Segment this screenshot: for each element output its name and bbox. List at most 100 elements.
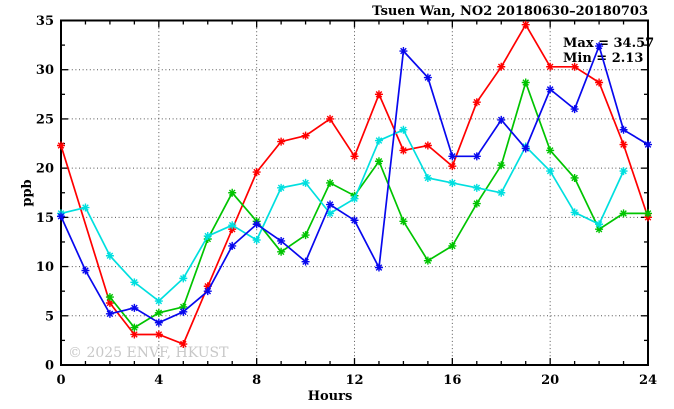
- series-cyan-marker: [472, 183, 481, 192]
- y-tick-label: 5: [45, 309, 54, 324]
- series-cyan-marker: [277, 183, 286, 192]
- series-green-marker: [497, 161, 506, 170]
- series-green-marker: [423, 256, 432, 265]
- series-cyan-marker: [252, 235, 261, 244]
- y-tick-label: 0: [45, 359, 54, 374]
- y-tick-label: 30: [36, 63, 54, 78]
- series-cyan-marker: [374, 136, 383, 145]
- series-red: [57, 20, 652, 349]
- series-cyan-marker: [301, 178, 310, 187]
- series-green-marker: [521, 78, 530, 87]
- series-cyan-marker: [105, 251, 114, 260]
- series-cyan-marker: [130, 278, 139, 287]
- series-green-marker: [619, 209, 628, 218]
- series-blue-marker: [521, 144, 530, 153]
- x-tick-label: 8: [252, 373, 261, 388]
- series-red-marker: [619, 140, 628, 149]
- series-green-marker: [301, 231, 310, 240]
- series-blue-marker: [399, 47, 408, 56]
- series-blue-marker: [277, 236, 286, 245]
- series-green-marker: [277, 247, 286, 256]
- x-tick-label: 16: [443, 373, 461, 388]
- series-red-line: [60, 23, 649, 346]
- series-red-marker: [595, 78, 604, 87]
- series-green-marker: [130, 323, 139, 332]
- series-red-marker: [374, 90, 383, 99]
- series-cyan-marker: [228, 221, 237, 230]
- series-cyan-marker: [423, 173, 432, 182]
- series-blue-marker: [644, 140, 652, 149]
- series-red-marker: [546, 62, 555, 71]
- x-tick-label: 0: [56, 373, 65, 388]
- series-red-marker: [399, 146, 408, 155]
- series-cyan-marker: [497, 188, 506, 197]
- series-blue-marker: [423, 73, 432, 82]
- series-red-marker: [130, 330, 139, 339]
- series-red-marker: [497, 62, 506, 71]
- series-red-marker: [277, 137, 286, 146]
- series-green-marker: [105, 293, 114, 302]
- y-tick-label: 35: [36, 14, 54, 29]
- chart-title: Tsuen Wan, NO2 20180630–20180703: [372, 4, 648, 19]
- series-green-marker: [228, 188, 237, 197]
- max-annotation: Max = 34.57: [563, 36, 654, 51]
- series-cyan: [57, 125, 628, 306]
- y-tick-label: 25: [36, 112, 54, 127]
- series-blue-marker: [105, 309, 114, 318]
- series-red-marker: [252, 168, 261, 177]
- series-green-marker: [154, 308, 163, 317]
- series-blue-marker: [619, 125, 628, 134]
- series-green-marker: [595, 225, 604, 234]
- series-blue-marker: [326, 200, 335, 209]
- x-tick-label: 20: [541, 373, 559, 388]
- series-red-marker: [179, 340, 188, 349]
- series-blue-marker: [154, 318, 163, 327]
- series-green-marker: [546, 146, 555, 155]
- x-tick-label: 12: [345, 373, 363, 388]
- series-green-marker: [472, 199, 481, 208]
- series-blue-marker: [497, 115, 506, 124]
- series-red-marker: [203, 282, 212, 291]
- series-red-marker: [301, 131, 310, 140]
- series-red-marker: [423, 141, 432, 150]
- y-tick-label: 15: [36, 211, 54, 226]
- series-cyan-marker: [179, 274, 188, 283]
- series-blue-marker: [472, 152, 481, 161]
- series-cyan-marker: [326, 209, 335, 218]
- series-blue: [57, 42, 652, 327]
- series-cyan-marker: [399, 125, 408, 134]
- series-blue-marker: [252, 220, 261, 229]
- series-green-marker: [570, 173, 579, 182]
- series-blue-marker: [179, 307, 188, 316]
- series-blue-marker: [57, 212, 65, 221]
- y-tick-label: 20: [36, 162, 54, 177]
- series-cyan-marker: [570, 208, 579, 217]
- series-blue-marker: [203, 287, 212, 296]
- series-red-marker: [521, 20, 530, 29]
- y-axis-label: ppb: [20, 179, 35, 206]
- series-blue-marker: [130, 303, 139, 312]
- series-cyan-line: [60, 128, 625, 303]
- series-green-marker: [374, 157, 383, 166]
- series-blue-marker: [570, 105, 579, 114]
- series-blue-marker: [595, 42, 604, 51]
- series-red-marker: [154, 330, 163, 339]
- series-cyan-marker: [546, 167, 555, 176]
- series-cyan-marker: [350, 194, 359, 203]
- series-green-marker: [399, 217, 408, 226]
- watermark-text: © 2025 ENVF, HKUST: [68, 345, 229, 361]
- series-red-marker: [326, 114, 335, 123]
- series-blue-marker: [81, 266, 90, 275]
- series-red-marker: [57, 141, 65, 150]
- series-cyan-marker: [448, 178, 457, 187]
- series-blue-marker: [374, 263, 383, 272]
- x-axis-label: Hours: [308, 389, 353, 404]
- series-blue-marker: [301, 257, 310, 266]
- series-green-marker: [448, 241, 457, 250]
- series-red-marker: [350, 152, 359, 161]
- series-cyan-marker: [203, 232, 212, 241]
- series-cyan-marker: [154, 297, 163, 306]
